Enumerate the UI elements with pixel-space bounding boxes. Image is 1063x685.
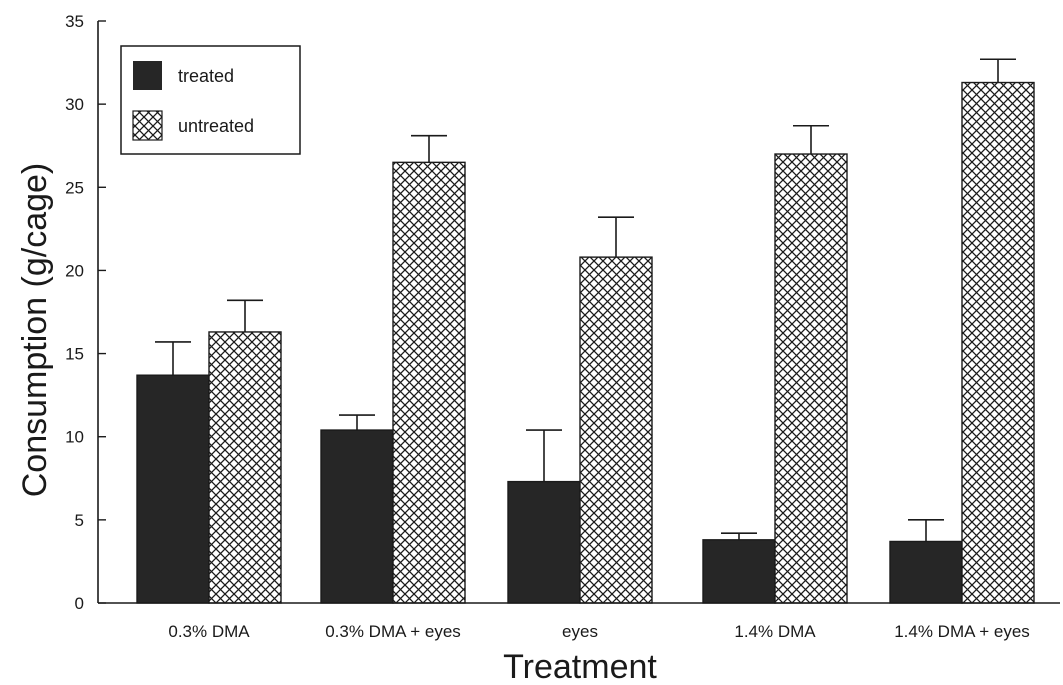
y-tick-label: 0 <box>75 594 84 613</box>
bar-untreated <box>961 81 1035 604</box>
x-category-label: 0.3% DMA + eyes <box>325 622 461 641</box>
x-axis-title: Treatment <box>503 648 657 685</box>
x-category-label: eyes <box>562 622 598 641</box>
bar-untreated <box>208 331 282 604</box>
y-tick-label: 20 <box>65 261 84 280</box>
y-tick-label: 15 <box>65 345 84 364</box>
y-tick-label: 10 <box>65 428 84 447</box>
x-category-label: 0.3% DMA <box>168 622 250 641</box>
x-category-label: 1.4% DMA + eyes <box>894 622 1030 641</box>
bar-treated <box>889 540 963 604</box>
bar-untreated <box>392 161 466 604</box>
axes-layer: 0 5 10 15 20 25 30 35 0.3% DMA 0.3% DMA + eyes eye… <box>65 12 1060 641</box>
legend: treated untreated <box>120 45 301 155</box>
legend-label-untreated: untreated <box>178 116 254 136</box>
x-category-label: 1.4% DMA <box>734 622 816 641</box>
y-tick-label: 35 <box>65 12 84 31</box>
bar-treated <box>320 429 394 604</box>
y-axis-title: Consumption (g/cage) <box>16 163 54 498</box>
bar-untreated <box>774 153 848 604</box>
legend-label-treated: treated <box>178 66 234 86</box>
legend-swatch-treated <box>133 61 162 90</box>
y-tick-label: 25 <box>65 178 84 197</box>
bar-treated <box>507 480 581 604</box>
bar-treated <box>702 539 776 604</box>
y-tick-label: 5 <box>75 511 84 530</box>
y-tick-label: 30 <box>65 95 84 114</box>
bar-treated <box>136 374 210 604</box>
bar-untreated <box>579 256 653 604</box>
legend-swatch-untreated <box>132 110 163 141</box>
